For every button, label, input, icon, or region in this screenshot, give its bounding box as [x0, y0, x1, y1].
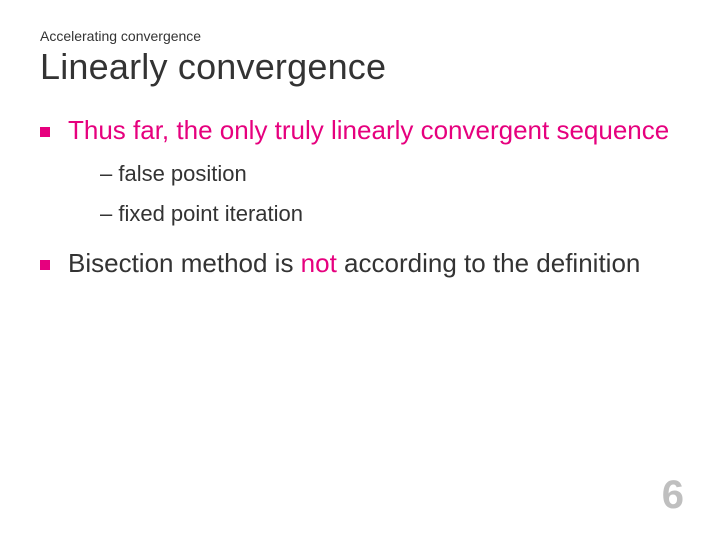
bullet-text: Bisection method is not according to the… — [68, 247, 640, 280]
bullet-text: Thus far, the only truly linearly conver… — [68, 114, 669, 147]
sub-list: – false position – fixed point iteration — [100, 161, 680, 227]
bullet-item: Bisection method is not according to the… — [40, 247, 680, 280]
bullet-marker-icon — [40, 127, 50, 137]
bullet-marker-icon — [40, 260, 50, 270]
bullet-item: Thus far, the only truly linearly conver… — [40, 114, 680, 147]
text-before: Bisection method is — [68, 248, 301, 278]
slide-supertitle: Accelerating convergence — [40, 28, 680, 44]
not-highlight: not — [301, 248, 337, 278]
sub-item: – false position — [100, 161, 680, 187]
text-after: according to the definition — [337, 248, 641, 278]
sub-item: – fixed point iteration — [100, 201, 680, 227]
slide-container: Accelerating convergence Linearly conver… — [0, 0, 720, 540]
page-number: 6 — [662, 473, 684, 518]
slide-title: Linearly convergence — [40, 46, 680, 88]
